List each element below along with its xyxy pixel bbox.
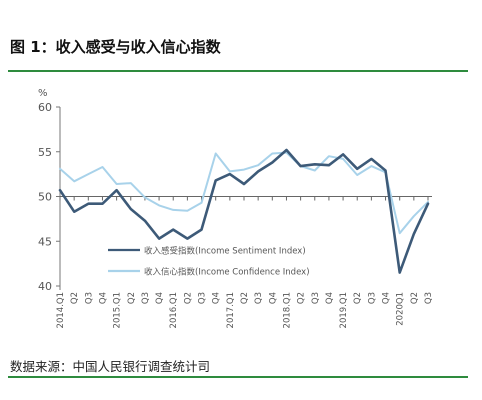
x-tick-label: Q2 (183, 292, 193, 304)
title-rule (8, 70, 468, 72)
series-line-confidence (59, 151, 429, 235)
source-note: 数据来源：中国人民银行调查统计司 (10, 359, 211, 374)
x-tick-label: Q3 (254, 292, 264, 304)
x-tick-label: Q4 (382, 292, 392, 304)
y-axis-unit: % (38, 88, 48, 99)
y-tick-label: 55 (38, 146, 52, 159)
x-tick-label: 2015.Q1 (113, 292, 123, 328)
x-tick-label: 2017.Q1 (226, 292, 236, 328)
x-tick-label: Q4 (212, 292, 222, 304)
source-rule (8, 376, 468, 378)
x-tick-label: 2014.Q1 (56, 292, 66, 328)
x-tick-label: Q3 (424, 292, 434, 304)
x-tick-label: Q2 (127, 292, 137, 304)
x-tick-label: Q2 (410, 292, 420, 304)
y-tick-label: 40 (38, 280, 52, 293)
legend-label: 收入感受指数(Income Sentiment Index) (144, 246, 306, 257)
x-tick-label: Q4 (325, 292, 335, 304)
chart-legend: 收入感受指数(Income Sentiment Index) 收入信心指数(Inc… (108, 246, 310, 278)
x-tick-label: Q2 (297, 292, 307, 304)
x-tick-label: Q3 (141, 292, 151, 304)
x-tick-label: 2016.Q1 (169, 292, 179, 328)
x-tick-label: 2018.Q1 (282, 292, 292, 328)
chart-axes: 40 45 50 55 60% 2014.Q1 Q2 Q3 Q4 2015.Q1 Q2 Q3 Q4 201… (38, 88, 434, 328)
x-tick-label: 2020Q1 (396, 292, 406, 326)
x-tick-label: Q3 (198, 292, 208, 304)
x-tick-label: 2019.Q1 (339, 292, 349, 328)
x-tick-label: Q4 (268, 292, 278, 304)
x-tick-label: Q4 (155, 292, 165, 304)
series-line-sentiment (58, 148, 430, 274)
x-tick-label: Q3 (311, 292, 321, 304)
x-tick-label: Q2 (70, 292, 80, 304)
y-tick-label: 60 (38, 101, 52, 114)
y-tick-label: 45 (38, 235, 52, 248)
x-tick-label: Q2 (353, 292, 363, 304)
x-tick-label: Q4 (98, 292, 108, 304)
chart-series (58, 148, 430, 274)
x-tick-label: Q2 (240, 292, 250, 304)
legend-label: 收入信心指数(Income Confidence Index) (144, 267, 310, 278)
figure-title: 图 1：收入感受与收入信心指数 (10, 38, 221, 56)
x-tick-label: Q3 (84, 292, 94, 304)
x-tick-label: Q3 (367, 292, 377, 304)
y-tick-label: 50 (38, 191, 52, 204)
